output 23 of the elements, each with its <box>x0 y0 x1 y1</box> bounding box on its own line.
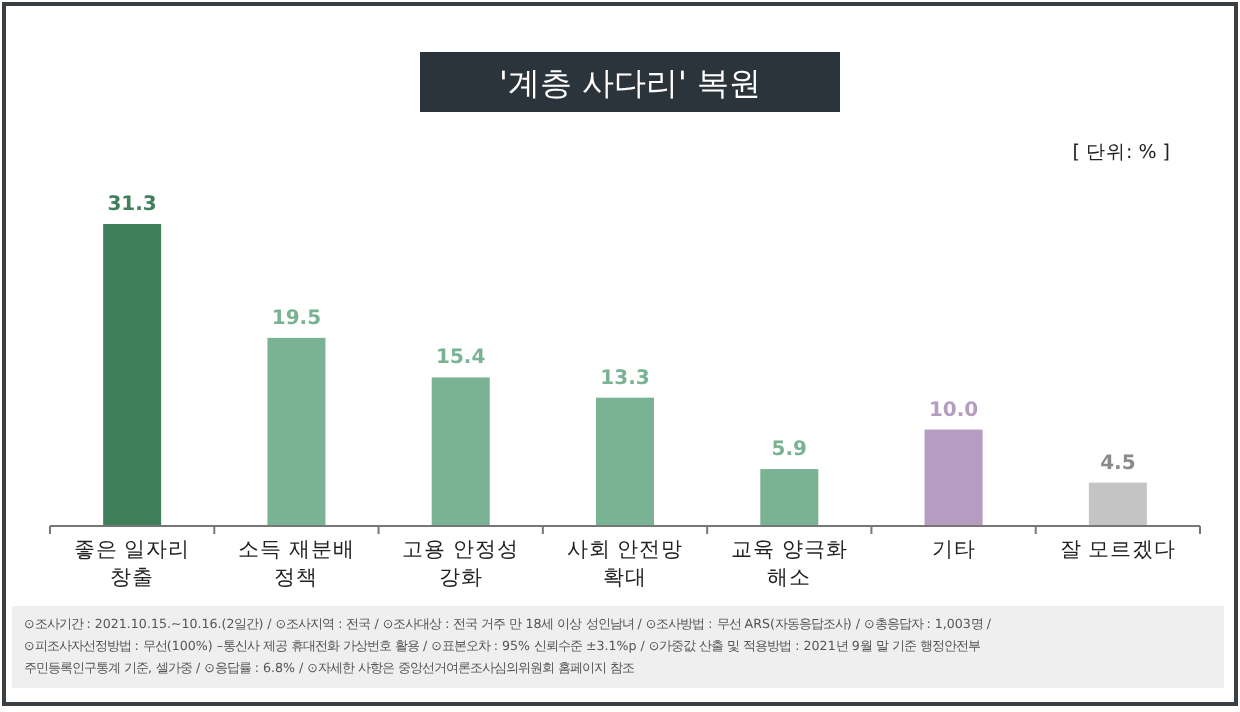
text: [ 단위: % ] <box>1072 142 1170 164</box>
bar <box>103 224 162 526</box>
bar <box>267 337 326 526</box>
chart-title: '계층 사다리' 복원 <box>499 64 761 102</box>
data-label: 13.3 <box>600 367 650 390</box>
bar <box>596 397 654 526</box>
x-tick-label: 기타 <box>931 538 976 562</box>
x-tick-label: 잘 모르겠다 <box>1059 538 1177 562</box>
bar <box>760 469 819 526</box>
data-label: 4.5 <box>1100 452 1136 475</box>
x-tick-label: 소득 재분배 정책 <box>238 538 355 590</box>
bar <box>1088 482 1147 526</box>
data-label: 5.9 <box>771 439 808 462</box>
data-label: 15.4 <box>436 347 486 370</box>
data-label: 10.0 <box>928 399 979 422</box>
x-tick-label: 좋은 일자리 창출 <box>73 538 191 590</box>
data-label: 19.5 <box>271 307 322 330</box>
bar <box>431 377 490 526</box>
x-tick-label: 교육 양극화 해소 <box>730 538 848 590</box>
x-tick-label: 사회 안전망 확대 <box>566 538 684 590</box>
x-tick-label: 고용 안정성 강화 <box>402 538 520 590</box>
data-label: 31.3 <box>107 194 157 216</box>
bar <box>924 429 983 526</box>
